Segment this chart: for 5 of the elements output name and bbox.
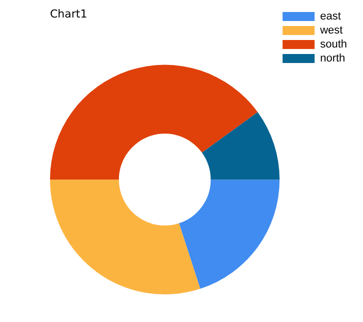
legend-label: east xyxy=(320,10,341,23)
legend-label: west xyxy=(319,24,343,37)
chart-title: Chart1 xyxy=(50,7,88,20)
legend-label: north xyxy=(320,52,346,65)
legend-label: south xyxy=(320,38,348,51)
